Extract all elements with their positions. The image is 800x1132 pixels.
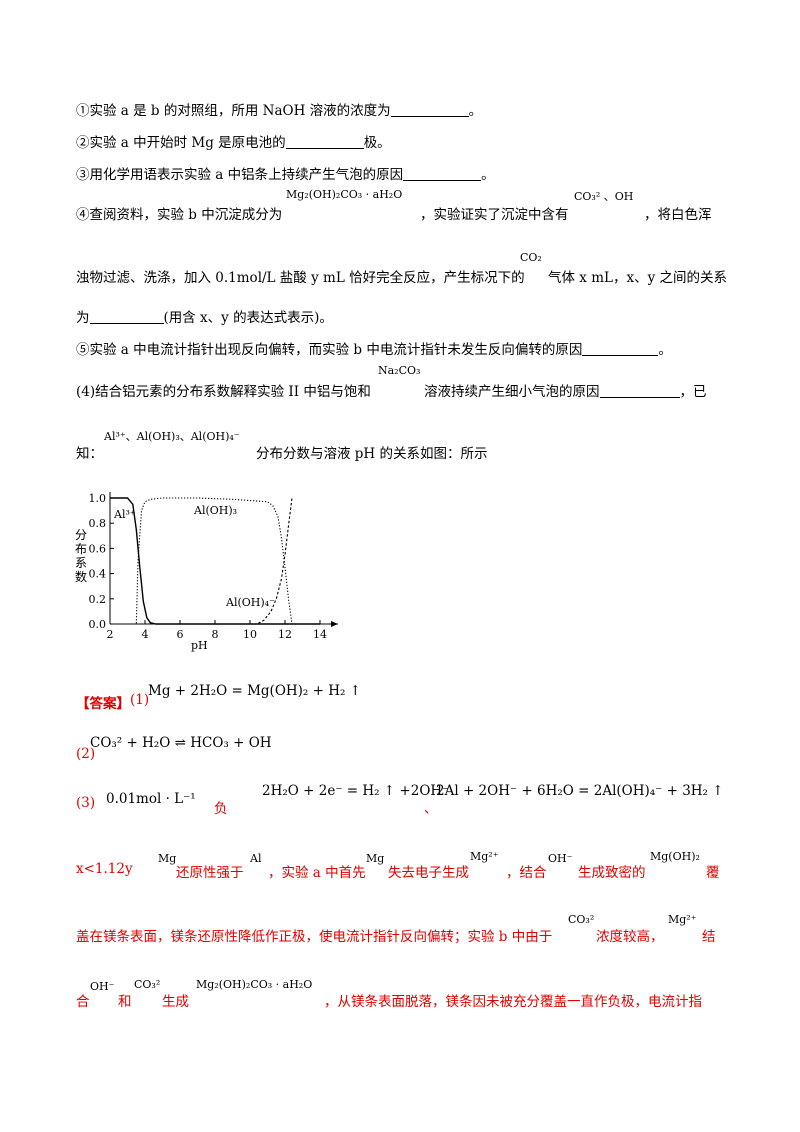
text: 盖在镁条表面，镁条还原性降低作正极，使电流计指针反向偏转；实验 b 中由于 (76, 929, 553, 945)
formula-na2co3: Na₂CO₃ (378, 364, 421, 377)
text: 生成 (162, 994, 189, 1010)
text: 结 (702, 929, 716, 945)
chart-series (110, 497, 320, 625)
part-4-text-e: 分布分数与溶液 pH 的关系如图：所示 (256, 446, 488, 462)
answer-blank (582, 342, 659, 356)
question-3: ③用化学用语表示实验 a 中铝条上持续产生气泡的原因。 (76, 167, 495, 183)
y-tick-label: 0.6 (89, 542, 107, 555)
text: 还原性强于 (176, 865, 244, 881)
formula-co3: CO₃² (134, 978, 161, 991)
formula-co3: CO₃² (568, 913, 595, 926)
text: ，从镁条表面脱落，镁条因未被充分覆盖一直作负极，电流计指 (324, 994, 702, 1010)
question-4-line-3: 为 (用含 x、y 的表达式表示)。 (76, 310, 333, 326)
series-label-al3: Al³⁺ (113, 508, 136, 521)
y-axis-label: 分布系数 (75, 528, 88, 584)
xy-relation: x<1.12y (76, 861, 133, 877)
text: 和 (118, 994, 132, 1010)
text: 失去电子生成 (388, 865, 469, 881)
y-tick-label: 0.8 (89, 517, 107, 530)
text: ，实验 a 中首先 (268, 865, 366, 881)
text: 覆 (706, 865, 720, 881)
electrode-answer: 负 (214, 801, 228, 817)
question-2: ②实验 a 中开始时 Mg 是原电池的 极。 (76, 135, 391, 151)
formula-al-species: Al³⁺、Al(OH)₃、Al(OH)₄⁻ (104, 430, 240, 443)
question-4-line-2: 浊物过滤、洗涤，加入 0.1mol/L 盐酸 y mL 恰好完全反应，产生标况下… (76, 270, 525, 286)
part-4-text-b: 溶液持续产生细小气泡的原因 ，已 (424, 384, 707, 400)
equation-3b: 2Al + 2OH⁻ + 6H₂O = 2Al(OH)₄⁻ + 3H₂ ↑ (436, 783, 724, 799)
series-line-aloh3 (110, 497, 293, 625)
formula-mgoh2: Mg(OH)₂ (650, 850, 700, 863)
series-line-aloh4 (110, 497, 293, 625)
separator: 、 (424, 801, 438, 817)
question-4-text-b: ，实验证实了沉淀中含有 (420, 207, 569, 223)
formula-co2: CO₂ (520, 251, 542, 264)
part-4-line-1: (4)结合铝元素的分布系数解释实验 II 中铝与饱和 (76, 384, 371, 400)
question-4-line-1: ④查阅资料，实验 b 中沉淀成分为 (76, 207, 283, 223)
x-tick-label: 4 (142, 628, 149, 641)
answer-blank (390, 103, 469, 117)
text: 合 (76, 994, 90, 1010)
answer-part-3: (3) (76, 795, 96, 811)
question-5: ⑤实验 a 中电流计指针出现反向偏转，而实验 b 中电流计指针未发生反向偏转的原… (76, 342, 672, 358)
y-tick-label: 0.2 (89, 593, 107, 606)
answer-part-1: (1) (130, 692, 150, 708)
formula-mg2plus: Mg²⁺ (470, 850, 499, 863)
x-tick-label: 2 (107, 628, 114, 641)
series-line-al3 (110, 497, 320, 625)
formula-precipitate: Mg₂(OH)₂CO₃ · aH₂O (286, 188, 403, 201)
text: 浓度较高， (596, 929, 664, 945)
x-axis-label: pH (191, 639, 208, 652)
formula-ions: CO₃² 、OH (574, 190, 634, 203)
question-1: ①实验 a 是 b 的对照组，所用 NaOH 溶液的浓度为。 (76, 103, 483, 119)
formula-mg: Mg (158, 852, 177, 865)
x-tick-label: 14 (313, 628, 327, 641)
x-axis-arrow (331, 621, 338, 627)
question-4-text-c: ，将白色浑 (644, 207, 712, 223)
equation-3a: 2H₂O + 2e⁻ = H₂ ↑ +2OH⁻ (262, 783, 450, 799)
y-tick-label: 1.0 (89, 492, 107, 505)
x-tick-label: 6 (177, 628, 184, 641)
x-tick-label: 10 (243, 628, 257, 641)
concentration-value: 0.01mol · L⁻¹ (106, 791, 196, 807)
answer-blank (599, 384, 680, 398)
answer-blank (285, 135, 364, 149)
formula-oh: OH⁻ (90, 980, 115, 993)
answer-blank (403, 167, 482, 181)
formula-mg: Mg (366, 852, 385, 865)
text: 生成致密的 (578, 865, 646, 881)
equation-1: Mg + 2H₂O = Mg(OH)₂ + H₂ ↑ (148, 683, 362, 699)
x-tick-label: 12 (278, 628, 292, 641)
distribution-chart: 2 4 6 8 10 12 14 0.0 0.2 0.4 0.6 0.8 1.0 Al³⁺ Al(OH)… (89, 492, 338, 652)
answer-part-2: (2) (76, 746, 96, 762)
answer-label: 【答案】 (76, 696, 130, 712)
part-4-line-2: 知： (76, 446, 103, 462)
series-label-aloh4: Al(OH)₄⁻ (225, 596, 275, 609)
text: ，结合 (506, 865, 547, 881)
series-label-aloh3: Al(OH)₃ (193, 504, 237, 517)
formula-al: Al (250, 852, 262, 865)
formula-mg2plus: Mg²⁺ (668, 913, 697, 926)
formula-oh: OH⁻ (548, 852, 573, 865)
x-tick-label: 8 (212, 628, 219, 641)
y-tick-label: 0.0 (89, 618, 107, 631)
question-4-text-d: 气体 x mL，x、y 之间的关系 (548, 270, 727, 286)
y-tick-label: 0.4 (89, 568, 107, 581)
equation-2: CO₃² + H₂O ⇌ HCO₃ + OH (90, 735, 272, 751)
chart-ticks: 2 4 6 8 10 12 14 0.0 0.2 0.4 0.6 0.8 1.0 (89, 492, 328, 641)
answer-blank (89, 310, 164, 324)
formula-precipitate: Mg₂(OH)₂CO₃ · aH₂O (196, 978, 313, 991)
